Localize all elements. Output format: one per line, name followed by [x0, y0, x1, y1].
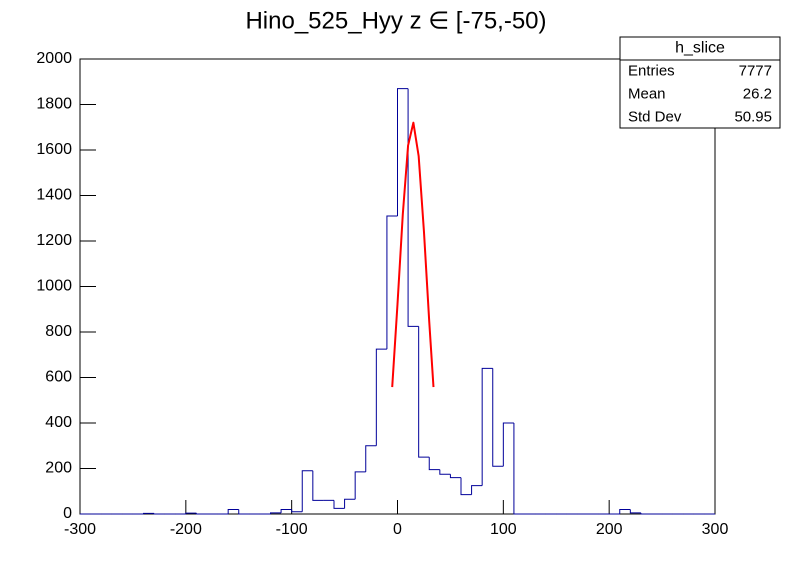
y-tick-label: 200 — [45, 460, 72, 477]
histogram-bin — [375, 348, 387, 446]
histogram-bin — [344, 498, 356, 509]
histogram-bin — [640, 512, 652, 515]
histogram-bin — [185, 512, 197, 514]
histogram-bin — [418, 326, 430, 458]
histogram-bin — [502, 422, 514, 467]
x-tick-label: -200 — [170, 521, 202, 538]
stats-title: h_slice — [675, 40, 725, 57]
histogram-bin — [629, 509, 641, 514]
x-tick-label: 100 — [490, 521, 517, 538]
y-tick-label: 2000 — [36, 50, 72, 67]
histogram-bin — [312, 470, 324, 501]
stats-box — [619, 36, 781, 129]
histogram-bin — [397, 88, 409, 216]
y-tick-label: 1200 — [36, 232, 72, 249]
chart-title: Hino_525_Hyy z ∈ [-75,-50) — [245, 7, 546, 34]
histogram-bin — [301, 470, 313, 512]
stats-value: 7777 — [739, 62, 772, 79]
histogram-bin — [270, 512, 282, 514]
histogram-bin — [143, 512, 155, 514]
histogram-bin — [227, 508, 239, 514]
histogram-bin — [492, 368, 504, 467]
stats-value: 26.2 — [743, 85, 772, 102]
y-tick-label: 1400 — [36, 187, 72, 204]
histogram-bin — [460, 477, 472, 496]
y-tick-label: 0 — [63, 505, 72, 522]
x-tick-label: 300 — [702, 521, 729, 538]
histogram-bin — [238, 509, 250, 515]
histogram-bin — [195, 513, 207, 515]
stats-value: 50.95 — [734, 108, 772, 125]
y-tick-label: 400 — [45, 414, 72, 431]
stats-label: Entries — [628, 62, 675, 79]
histogram-bin — [386, 215, 398, 350]
histogram-bin — [439, 469, 451, 475]
histogram-bin — [481, 367, 493, 486]
x-tick-label: 0 — [393, 521, 402, 538]
histogram-bin — [333, 500, 345, 509]
histogram-bin — [619, 508, 631, 514]
y-tick-label: 1600 — [36, 141, 72, 158]
histogram-bin — [449, 474, 461, 479]
y-tick-label: 1800 — [36, 96, 72, 113]
fit-curve — [391, 121, 435, 388]
histogram-bin — [513, 423, 525, 515]
y-tick-label: 800 — [45, 323, 72, 340]
histogram-bin — [407, 88, 419, 327]
histogram-bin — [471, 485, 483, 495]
histogram-bin — [354, 471, 366, 500]
y-tick-label: 600 — [45, 369, 72, 386]
histogram-bin — [291, 509, 303, 513]
stats-label: Mean — [628, 85, 666, 102]
histogram-bin — [428, 457, 440, 471]
x-tick-label: -100 — [276, 521, 308, 538]
histogram-bin — [280, 508, 292, 513]
stats-label: Std Dev — [628, 108, 682, 125]
x-tick-label: -300 — [64, 521, 96, 538]
histogram-bin — [365, 445, 377, 472]
y-tick-label: 1000 — [36, 278, 72, 295]
histogram-bin — [153, 513, 165, 515]
x-tick-label: 200 — [596, 521, 623, 538]
